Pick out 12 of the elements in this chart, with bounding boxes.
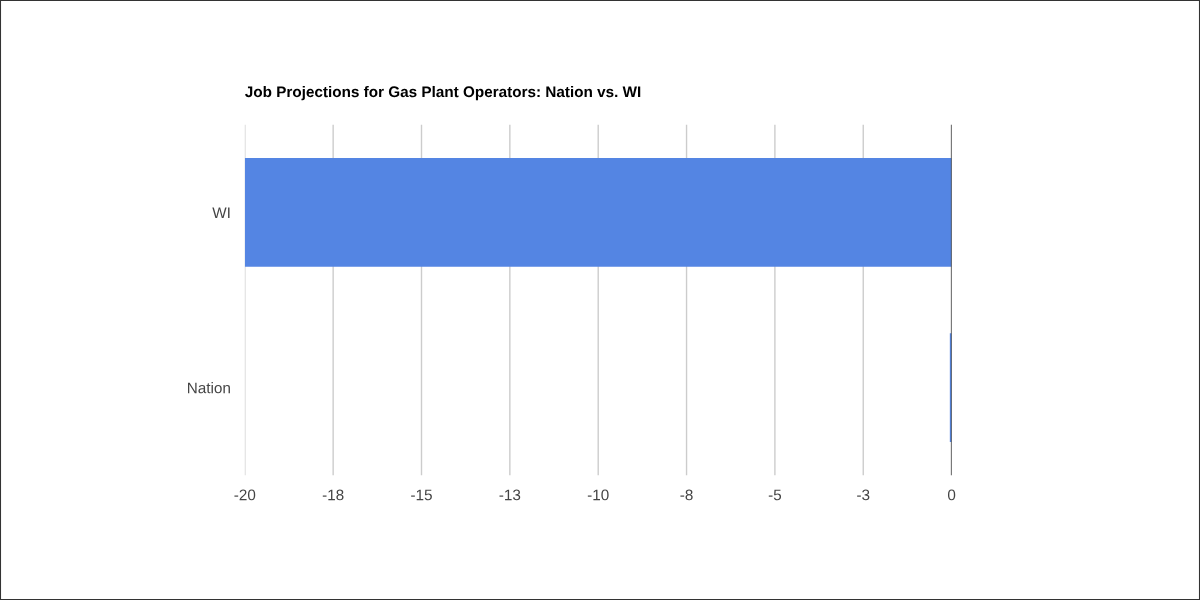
x-tick-label: 0 (947, 489, 956, 501)
x-tick-label: -5 (768, 489, 782, 501)
x-tick-label: -20 (234, 489, 256, 501)
y-tick-label: Nation (188, 382, 230, 394)
x-tick-label: -3 (857, 489, 870, 501)
x-tick-label: -8 (680, 489, 693, 501)
y-tick-label: WI (212, 207, 230, 218)
x-tick-label: -15 (411, 489, 432, 501)
chart-title: Job Projections for Gas Plant Operators: Nation vs. WI (245, 85, 641, 101)
x-tick-label: -13 (499, 489, 521, 501)
x-tick-label: -10 (587, 489, 609, 501)
x-tick-label: -18 (322, 489, 344, 501)
